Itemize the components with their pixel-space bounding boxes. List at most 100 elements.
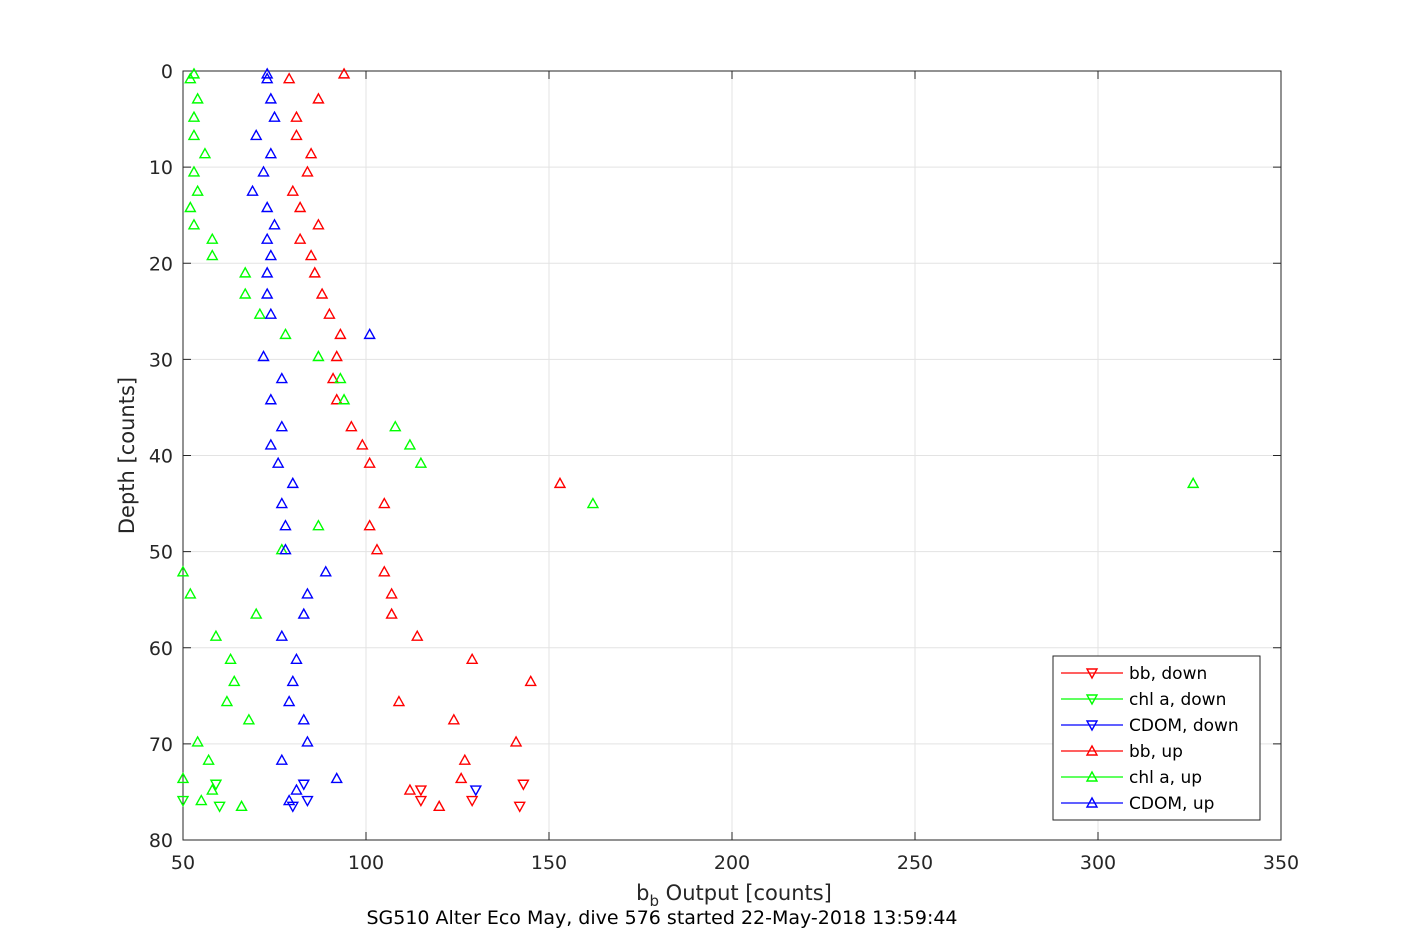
- data-point: [191, 92, 204, 104]
- grid: [182, 70, 1282, 841]
- data-point: [268, 110, 281, 122]
- x-axis-label: bb Output [counts]: [636, 881, 832, 910]
- axis-ticks: 50 100 150 200 250 300 350 0 10 20 30 40 50 60 70 80: [149, 61, 1299, 874]
- data-point: [458, 753, 472, 765]
- data-point: [191, 184, 204, 196]
- x-tick-label: 250: [897, 852, 933, 874]
- data-point: [370, 543, 384, 555]
- series-cdom-up: [246, 67, 376, 806]
- data-point: [389, 420, 402, 432]
- data-point: [275, 497, 289, 509]
- data-point: [206, 249, 219, 261]
- data-point: [403, 438, 417, 450]
- data-point: [334, 327, 347, 340]
- data-point: [206, 783, 219, 795]
- data-point: [187, 165, 201, 177]
- data-point: [260, 287, 274, 299]
- data-point: [586, 497, 600, 509]
- y-axis-label: Depth [counts]: [115, 377, 139, 534]
- data-point: [268, 218, 281, 230]
- data-point: [513, 801, 526, 813]
- legend-marker: [1085, 796, 1099, 808]
- data-point: [411, 629, 424, 641]
- x-tick-label: 200: [714, 852, 750, 874]
- data-point: [385, 587, 398, 599]
- data-point: [264, 393, 278, 405]
- legend-item: CDOM, down: [1061, 716, 1239, 736]
- data-point: [297, 713, 310, 725]
- data-point: [213, 801, 226, 813]
- data-point: [209, 629, 223, 641]
- data-markers: [176, 67, 1200, 813]
- data-point: [286, 801, 299, 813]
- data-point: [433, 799, 446, 812]
- data-point: [264, 92, 278, 104]
- data-point: [275, 753, 289, 765]
- data-point: [206, 232, 219, 244]
- series-chl-a-down: [176, 779, 226, 813]
- legend-item: bb, down: [1061, 664, 1207, 684]
- y-tick-label: 0: [161, 61, 173, 83]
- legend-item: chl a, down: [1061, 690, 1226, 710]
- data-point: [275, 629, 289, 641]
- data-point: [334, 372, 347, 384]
- data-point: [304, 147, 318, 159]
- data-point: [242, 713, 256, 725]
- legend-label: bb, down: [1129, 664, 1207, 684]
- data-point: [187, 67, 201, 79]
- data-point: [315, 287, 329, 299]
- data-point: [363, 327, 376, 340]
- data-point: [176, 795, 190, 808]
- data-point: [191, 735, 204, 747]
- series-bb-down: [414, 779, 530, 813]
- data-point: [264, 307, 278, 319]
- data-point: [264, 249, 278, 261]
- data-point: [228, 674, 241, 687]
- data-point: [195, 794, 208, 806]
- data-point: [290, 110, 303, 122]
- data-point: [363, 456, 376, 468]
- legend-marker: [1085, 694, 1099, 706]
- data-point: [345, 420, 358, 432]
- legend-marker: [1085, 744, 1099, 756]
- x-tick-label: 150: [531, 852, 567, 874]
- x-tick-label: 100: [348, 852, 384, 874]
- data-point: [297, 607, 310, 619]
- data-point: [282, 794, 296, 806]
- y-tick-label: 60: [149, 638, 173, 660]
- data-point: [246, 184, 259, 196]
- data-point: [275, 420, 289, 432]
- data-point: [286, 476, 299, 489]
- data-point: [304, 249, 318, 261]
- figure-caption: SG510 Alter Eco May, dive 576 started 22…: [366, 907, 957, 929]
- data-point: [209, 779, 223, 791]
- data-point: [279, 327, 292, 340]
- data-point: [517, 779, 530, 791]
- data-point: [198, 147, 212, 159]
- x-tick-label: 300: [1080, 852, 1116, 874]
- y-tick-label: 20: [149, 253, 173, 275]
- data-point: [176, 565, 190, 577]
- data-point: [378, 497, 391, 509]
- data-point: [235, 799, 248, 812]
- data-point: [403, 783, 417, 795]
- data-point: [290, 128, 303, 141]
- series-bb-up: [282, 67, 567, 812]
- data-point: [392, 695, 406, 707]
- data-point: [465, 652, 479, 664]
- data-point: [326, 372, 340, 384]
- data-point: [260, 72, 274, 84]
- data-point: [275, 372, 289, 384]
- data-point: [385, 607, 398, 619]
- y-tick-label: 40: [149, 446, 173, 468]
- data-point: [187, 110, 201, 122]
- data-point: [187, 128, 201, 141]
- x-axis-label-rest: Output [counts]: [659, 881, 832, 905]
- legend-marker: [1085, 770, 1099, 782]
- series-cdom-down: [286, 779, 482, 813]
- data-point: [337, 67, 351, 79]
- y-tick-label: 30: [149, 349, 173, 371]
- data-point: [414, 785, 428, 797]
- data-point: [239, 266, 252, 278]
- data-point: [220, 695, 234, 707]
